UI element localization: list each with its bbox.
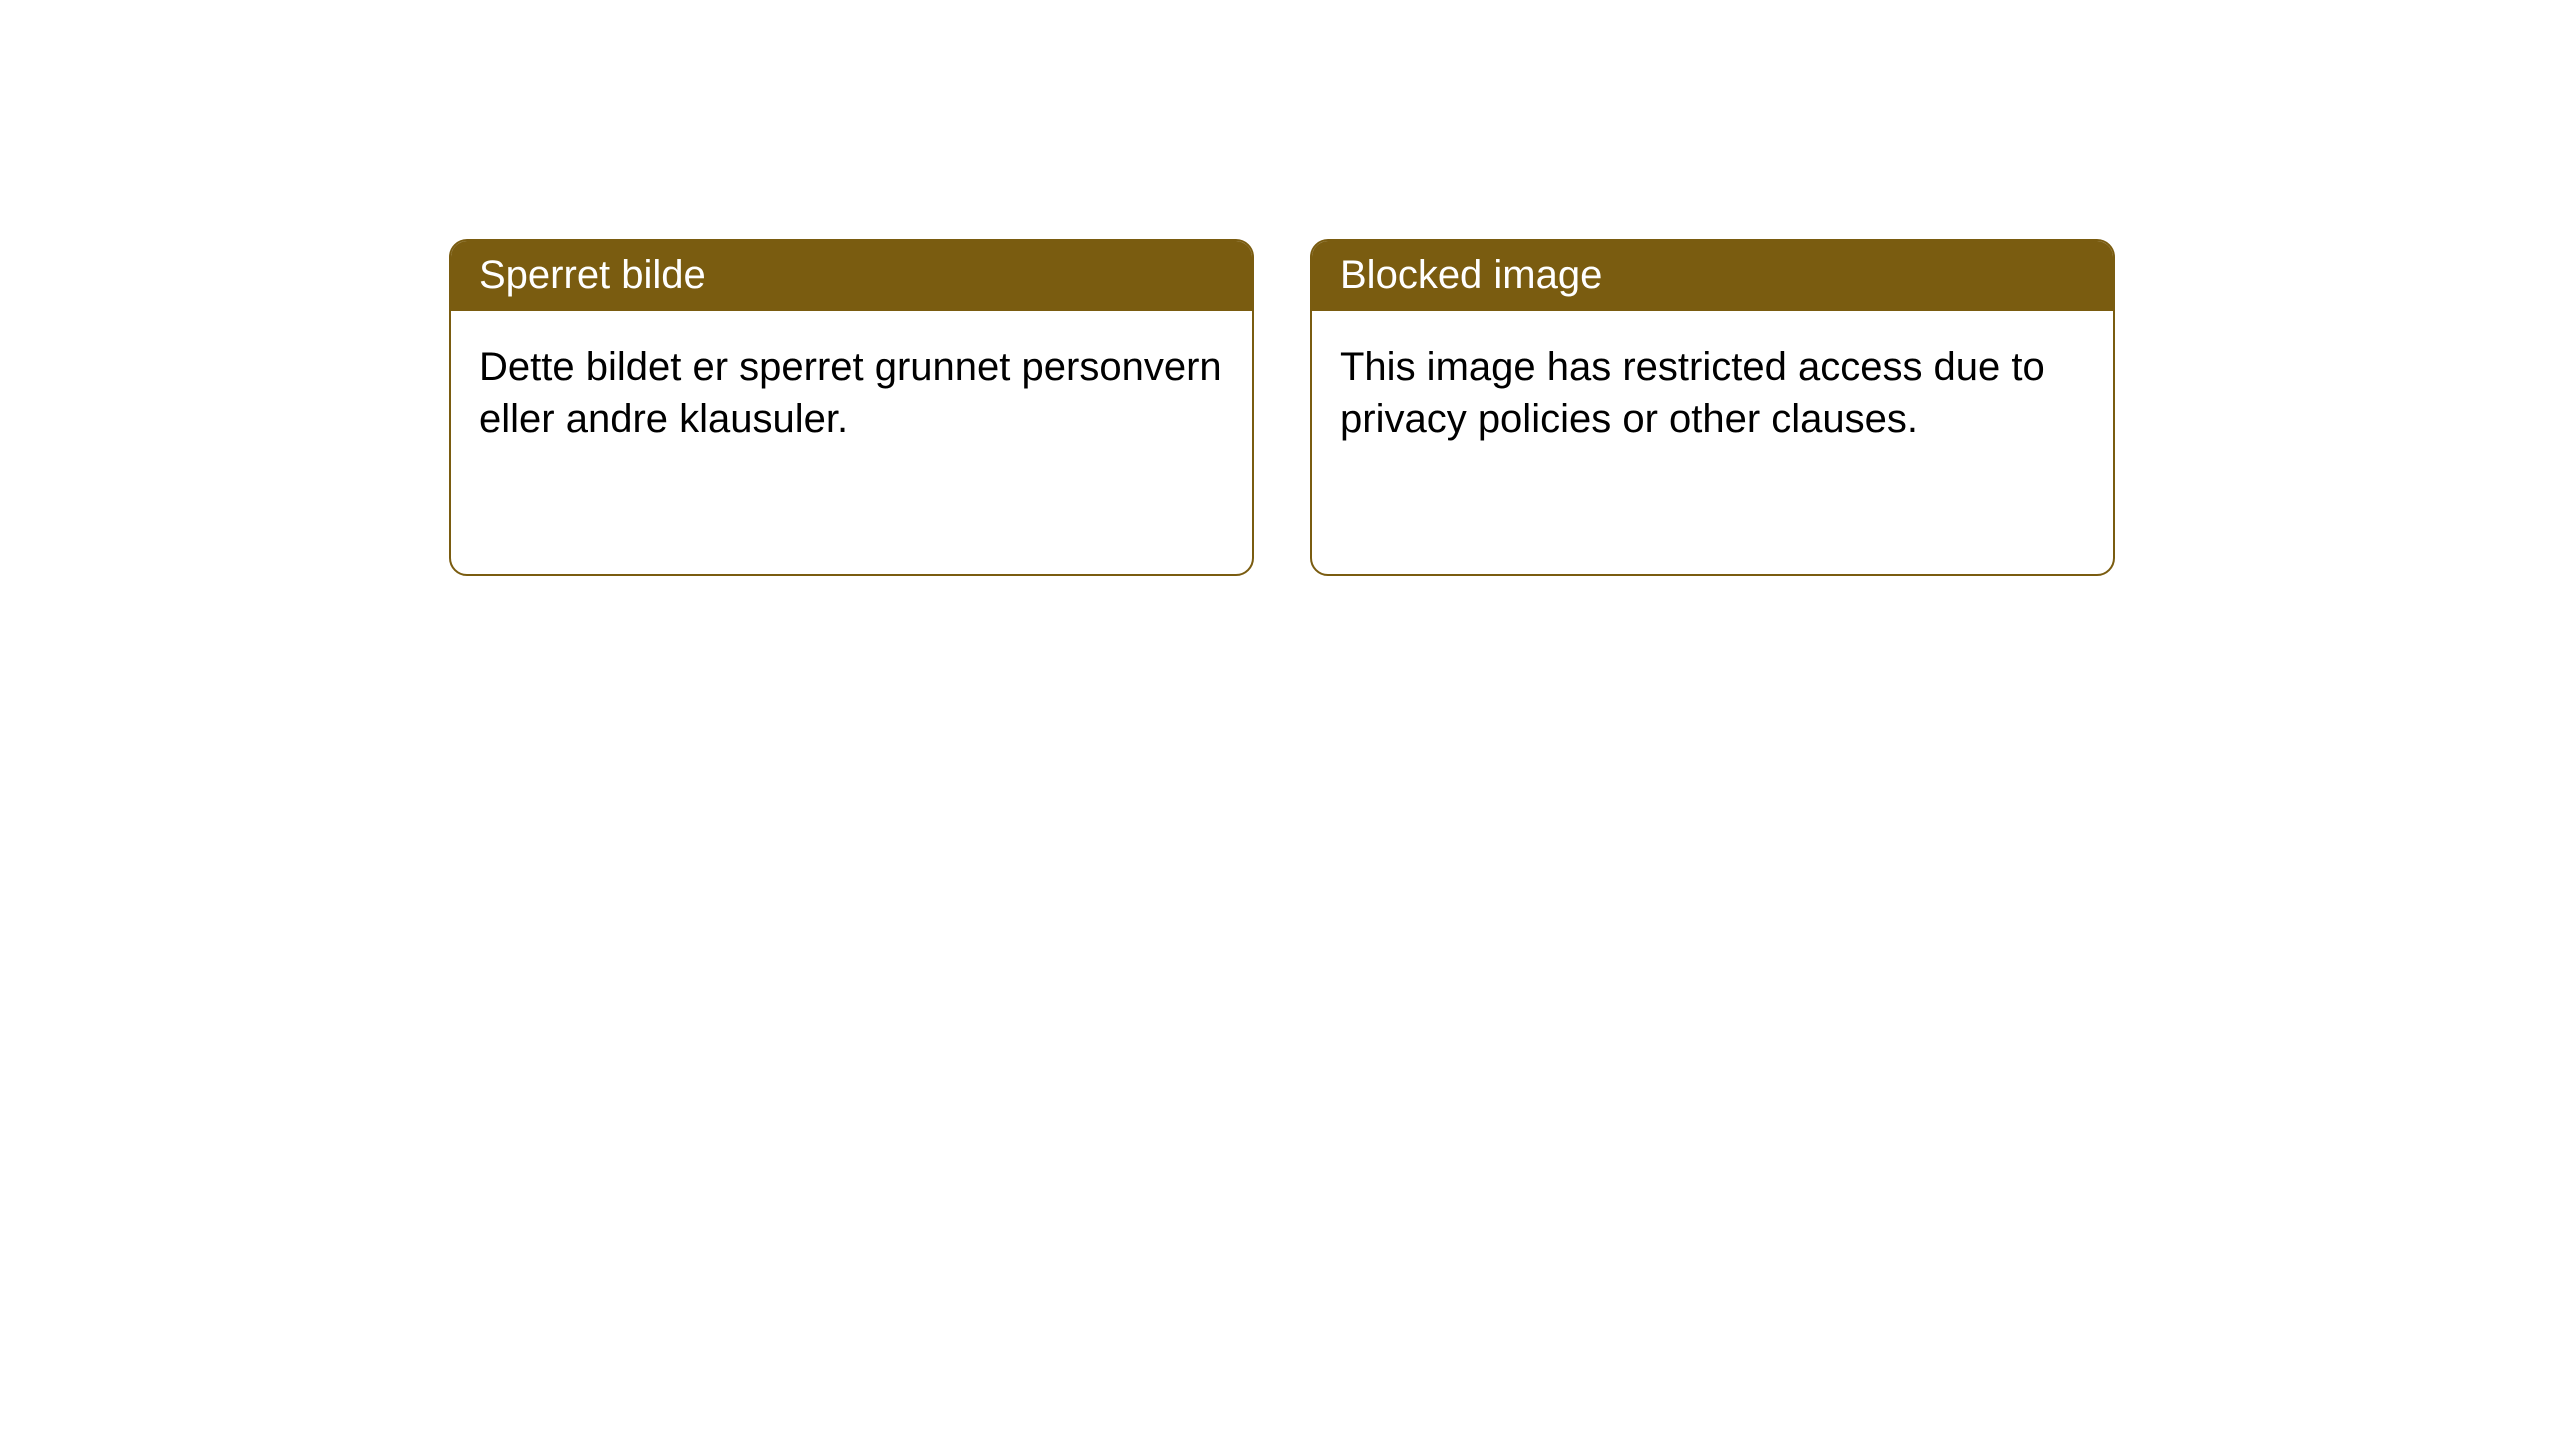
notice-title: Blocked image (1312, 241, 2113, 311)
notice-container: Sperret bilde Dette bildet er sperret gr… (449, 239, 2115, 576)
notice-body: Dette bildet er sperret grunnet personve… (451, 311, 1252, 475)
notice-card-english: Blocked image This image has restricted … (1310, 239, 2115, 576)
notice-title: Sperret bilde (451, 241, 1252, 311)
notice-body: This image has restricted access due to … (1312, 311, 2113, 475)
notice-card-norwegian: Sperret bilde Dette bildet er sperret gr… (449, 239, 1254, 576)
